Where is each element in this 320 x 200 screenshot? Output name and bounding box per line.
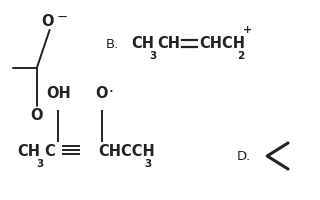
Text: CHCCH: CHCCH [98,144,155,160]
Text: CHCH: CHCH [199,36,245,51]
Text: O: O [42,14,54,28]
Text: 3: 3 [144,159,151,169]
Text: 3: 3 [150,51,157,61]
Text: OH: OH [46,86,71,102]
Text: 2: 2 [237,51,244,61]
Text: O: O [30,108,43,123]
Text: ·: · [108,84,113,99]
Text: CH: CH [18,144,41,160]
Text: D.: D. [237,150,251,162]
Text: CH: CH [131,36,154,51]
Text: 3: 3 [36,159,44,169]
Text: +: + [243,25,252,35]
Text: −: − [56,10,67,23]
Text: B.: B. [106,38,119,50]
Text: O: O [95,86,108,102]
Text: CH: CH [157,36,180,51]
Text: C: C [44,144,55,160]
